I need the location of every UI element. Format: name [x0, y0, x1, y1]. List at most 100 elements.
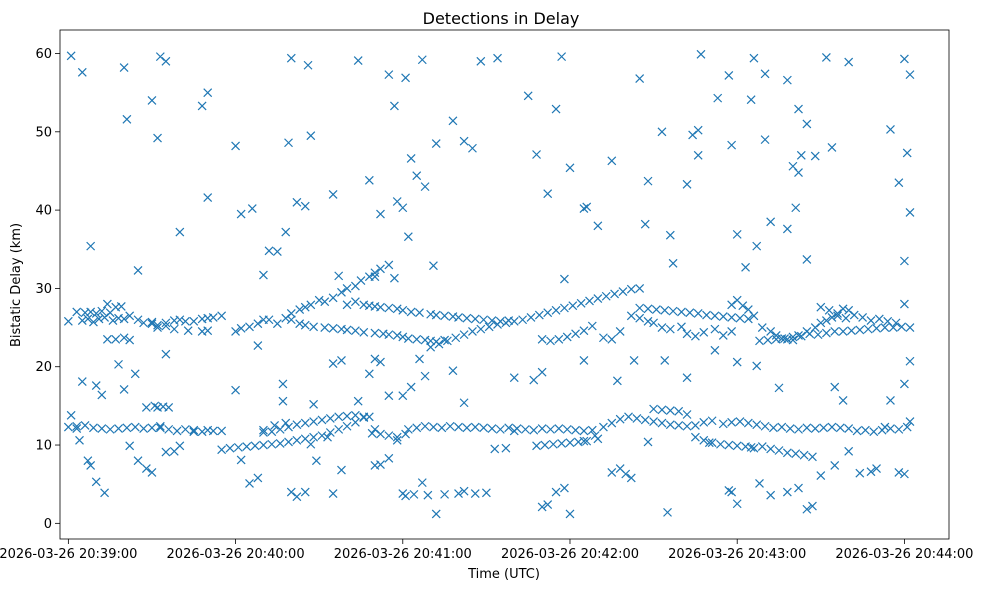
detection-marker [699, 327, 709, 337]
detection-marker [401, 491, 410, 501]
detection-marker [119, 63, 129, 73]
detection-marker [643, 176, 653, 186]
detection-marker [902, 422, 912, 432]
plot-frame [59, 29, 950, 540]
detection-marker [554, 424, 564, 434]
x-tick-label: 2026-03-26 20:41:00 [334, 547, 472, 562]
detection-marker [459, 486, 469, 496]
detection-marker [548, 439, 558, 449]
detection-marker [342, 300, 352, 310]
detection-marker [718, 312, 728, 322]
detection-marker [153, 323, 162, 332]
detection-marker [292, 492, 302, 502]
detection-marker [782, 487, 792, 497]
detection-marker [813, 330, 823, 340]
detection-marker [122, 423, 132, 433]
detection-marker [141, 464, 151, 473]
detection-marker [253, 341, 263, 351]
detection-marker [643, 304, 653, 314]
detection-marker [217, 426, 227, 436]
detection-marker [568, 301, 578, 311]
detection-marker [821, 316, 831, 325]
detection-marker [155, 423, 165, 433]
detection-marker [735, 417, 745, 426]
detection-marker [833, 311, 842, 321]
y-tick-label: 20 [35, 360, 52, 375]
detection-marker [899, 299, 909, 309]
detection-marker [635, 313, 645, 323]
y-tick-label: 30 [35, 282, 52, 297]
detection-marker [286, 487, 296, 497]
y-tick-label: 40 [35, 204, 52, 219]
detection-marker [794, 483, 803, 493]
detection-marker [501, 443, 511, 453]
detection-marker [802, 119, 812, 129]
detection-marker [459, 398, 469, 408]
detection-marker [713, 93, 723, 103]
detection-marker [130, 369, 140, 379]
detection-marker [621, 469, 631, 479]
detection-marker [827, 422, 837, 432]
detection-marker [532, 441, 541, 451]
detection-marker [816, 318, 826, 328]
detection-marker [718, 419, 728, 429]
detection-marker [741, 442, 750, 452]
detection-marker [100, 312, 110, 322]
chart-title: Detections in Delay [423, 9, 580, 28]
detection-marker [794, 168, 803, 177]
detection-marker [139, 318, 149, 328]
detection-marker [376, 209, 385, 219]
x-axis-title: Time (UTC) [467, 567, 540, 582]
detection-marker [668, 258, 678, 268]
detection-marker [749, 443, 759, 453]
detection-marker [364, 175, 374, 185]
detection-marker [105, 424, 115, 434]
detection-marker [91, 477, 101, 487]
detection-marker [682, 373, 692, 383]
detection-marker [649, 417, 659, 426]
detection-marker [649, 404, 659, 414]
detection-marker [732, 357, 742, 367]
detection-marker [481, 488, 491, 498]
detection-marker [412, 334, 422, 344]
detection-marker [384, 453, 394, 463]
detection-marker [328, 190, 338, 199]
detection-marker [247, 204, 257, 213]
detection-marker [462, 313, 472, 323]
detection-marker [794, 330, 803, 340]
detection-marker [376, 302, 385, 312]
detection-marker [236, 455, 246, 465]
detection-marker [66, 51, 76, 61]
detection-marker [504, 423, 514, 433]
detection-marker [640, 219, 650, 229]
detection-marker [353, 396, 363, 406]
detection-marker [860, 425, 870, 435]
detection-marker [579, 204, 589, 213]
detection-marker [253, 473, 263, 483]
detection-marker [752, 241, 762, 251]
detection-marker [844, 57, 854, 67]
detection-marker [406, 382, 416, 392]
detection-marker [300, 487, 310, 497]
detection-marker [130, 422, 140, 432]
detection-marker [847, 326, 856, 336]
detection-marker [565, 163, 575, 173]
detection-marker [805, 329, 815, 339]
detection-marker [311, 456, 321, 466]
detection-marker [389, 273, 399, 283]
detection-marker [328, 489, 338, 499]
detection-marker [543, 189, 553, 199]
detection-marker [899, 256, 909, 266]
detection-marker [278, 396, 288, 406]
detection-marker [791, 449, 801, 459]
detection-marker [292, 435, 302, 445]
detection-marker [607, 418, 617, 428]
detection-marker [376, 357, 385, 367]
detection-marker [284, 138, 293, 148]
detection-marker [821, 328, 831, 338]
detection-marker [334, 424, 344, 434]
detection-marker [314, 295, 324, 305]
detection-marker [359, 412, 369, 422]
detection-marker [562, 332, 572, 342]
detection-marker [540, 440, 550, 450]
